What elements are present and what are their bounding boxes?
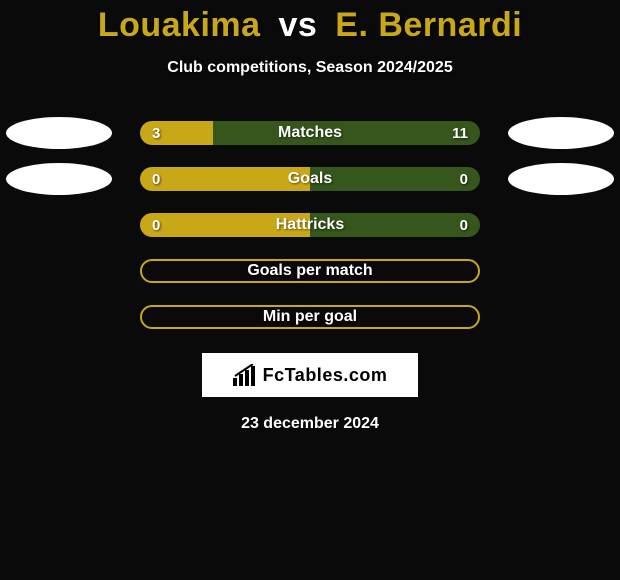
player2-badge [508, 117, 614, 149]
bar-chart-icon [233, 364, 257, 386]
stat-label: Goals per match [142, 261, 478, 281]
stat-row: 00Hattricks [0, 209, 620, 241]
stat-bar: Min per goal [140, 305, 480, 329]
player1-bar-segment [140, 121, 213, 145]
player1-name: Louakima [98, 6, 261, 44]
player1-bar-segment [140, 213, 310, 237]
player2-bar-segment [310, 167, 480, 191]
player1-bar-segment [140, 167, 310, 191]
stat-row: Min per goal [0, 301, 620, 333]
player2-name: E. Bernardi [335, 6, 522, 44]
player2-badge [508, 163, 614, 195]
subtitle: Club competitions, Season 2024/2025 [0, 59, 620, 77]
vs-separator: vs [279, 6, 318, 44]
stat-rows-container: 311Matches 00Goals 00Hattricks Goals per ma… [0, 117, 620, 333]
player2-bar-segment [213, 121, 480, 145]
stat-bar: Goals per match [140, 259, 480, 283]
stat-bar: 311Matches [140, 121, 480, 145]
stat-row: 311Matches [0, 117, 620, 149]
logo-text: FcTables.com [263, 365, 388, 386]
stat-row: Goals per match [0, 255, 620, 287]
stat-bar: 00Hattricks [140, 213, 480, 237]
fctables-logo[interactable]: FcTables.com [202, 353, 418, 397]
player1-badge [6, 117, 112, 149]
snapshot-date: 23 december 2024 [0, 415, 620, 433]
player2-bar-segment [310, 213, 480, 237]
player1-badge [6, 163, 112, 195]
page-title: Louakima vs E. Bernardi [0, 0, 620, 45]
stat-label: Min per goal [142, 307, 478, 327]
stat-bar: 00Goals [140, 167, 480, 191]
stat-row: 00Goals [0, 163, 620, 195]
